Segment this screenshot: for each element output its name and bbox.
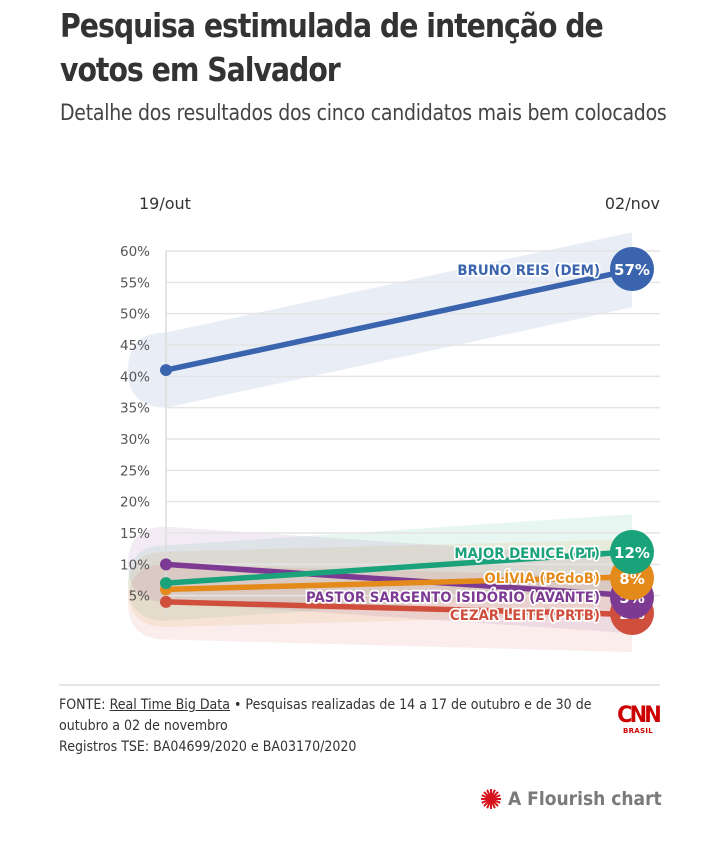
- source-prefix: FONTE:: [59, 697, 110, 713]
- end-value-label: 57%: [614, 261, 650, 279]
- source-line: FONTE: Real Time Big Data • Pesquisas re…: [59, 695, 616, 737]
- line-chart: 5% 10% 15% 20% 25% 30% 35% 40% 45% 50% 55% 60% 19/o…: [120, 194, 660, 653]
- y-tick-label: 45%: [120, 338, 150, 354]
- y-tick-label: 50%: [120, 307, 150, 323]
- y-tick-label: 60%: [120, 244, 150, 260]
- y-tick-label: 15%: [120, 526, 150, 542]
- flourish-burst-icon: [481, 789, 501, 809]
- series-lines: [160, 267, 635, 618]
- series-name-label: BRUNO REIS (DEM): [457, 263, 600, 280]
- cnn-logo-mark: CNN: [617, 703, 662, 728]
- y-axis-ticks: 5% 10% 15% 20% 25% 30% 35% 40% 45% 50% 55% 60%: [120, 244, 150, 605]
- y-tick-label: 20%: [120, 495, 150, 511]
- x-tick-label: 19/out: [139, 194, 191, 213]
- end-value-bubble: [610, 247, 654, 291]
- grid-lines: [165, 250, 660, 615]
- source-link[interactable]: Real Time Big Data: [109, 697, 230, 713]
- series-name-label: CEZAR LEITE (PRTB): [450, 608, 600, 625]
- registry-line: Registros TSE: BA04699/2020 e BA03170/20…: [59, 739, 357, 755]
- series-name-label: OLÍVIA (PCdoB): [484, 568, 600, 587]
- y-tick-label: 55%: [120, 275, 150, 291]
- burst-core: [486, 794, 496, 804]
- cnn-brasil-logo: CNN BRASIL: [614, 705, 662, 736]
- y-tick-label: 35%: [120, 401, 150, 417]
- end-value-label: 12%: [614, 544, 650, 562]
- series-line: [163, 549, 635, 586]
- start-point: [160, 595, 172, 608]
- flourish-label: A Flourish chart: [508, 788, 662, 810]
- end-value-label: 8%: [619, 570, 644, 588]
- y-tick-label: 40%: [120, 369, 150, 385]
- start-point: [160, 577, 172, 590]
- start-point: [160, 364, 172, 377]
- y-tick-label: 10%: [120, 557, 150, 573]
- confidence-band: [128, 232, 632, 408]
- y-tick-label: 30%: [120, 432, 150, 448]
- cnn-logo-sub: BRASIL: [622, 727, 654, 735]
- series-line: [163, 267, 635, 373]
- x-tick-label: 02/nov: [605, 194, 660, 213]
- series-line: [163, 574, 635, 593]
- series-name-label: MAJOR DENICE (PT): [454, 546, 600, 563]
- end-value-bubble: [610, 530, 654, 574]
- series-line: [163, 561, 635, 599]
- series-line: [163, 599, 635, 618]
- start-point: [160, 558, 172, 571]
- source-description: • Pesquisas realizadas de 14 a 17 de out…: [59, 697, 592, 734]
- flourish-credit[interactable]: A Flourish chart: [480, 788, 679, 810]
- series-labels: 2%5%8%12%57%CEZAR LEITE (PRTB)PASTOR SAR…: [304, 247, 654, 635]
- chart-title: Pesquisa estimulada de intenção de votos…: [60, 6, 604, 89]
- footer-divider: [59, 684, 660, 686]
- series-name-label: PASTOR SARGENTO ISIDÓRIO (AVANTE): [306, 587, 600, 606]
- x-axis-labels: 19/out 02/nov: [139, 194, 660, 213]
- y-tick-label: 5%: [129, 589, 151, 605]
- y-tick-label: 25%: [120, 463, 150, 479]
- footer-notes: FONTE: Real Time Big Data • Pesquisas re…: [59, 695, 616, 758]
- chart-subtitle: Detalhe dos resultados dos cinco candida…: [60, 101, 667, 126]
